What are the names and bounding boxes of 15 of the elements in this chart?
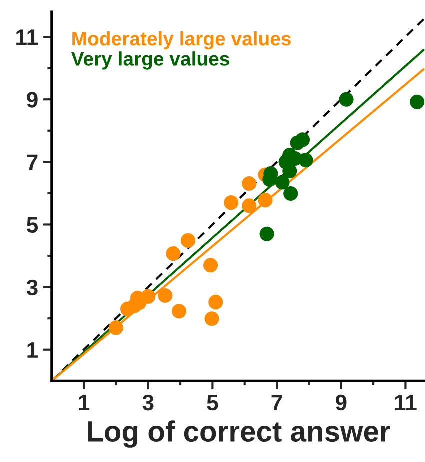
y-tick-label: 5 [26, 218, 38, 234]
x-tick-label: 9 [336, 394, 347, 411]
y-tick-label: 9 [27, 92, 38, 108]
y-tick-label: 11 [16, 30, 38, 46]
text: Very large values [71, 52, 230, 70]
x-tick-label: 7 [272, 395, 282, 410]
y-tick-label: 3 [26, 280, 38, 296]
y-tick-label: 7 [27, 154, 38, 170]
x-tick-label: 5 [207, 395, 218, 411]
x-axis-title: Log of correct answer [88, 420, 390, 448]
x-tick-label: 1 [79, 395, 90, 410]
y-tick-label: 1 [28, 342, 38, 358]
text: Moderately large values [72, 31, 291, 50]
x-tick-label: 11 [395, 395, 417, 410]
x-tick-label: 3 [142, 394, 154, 411]
